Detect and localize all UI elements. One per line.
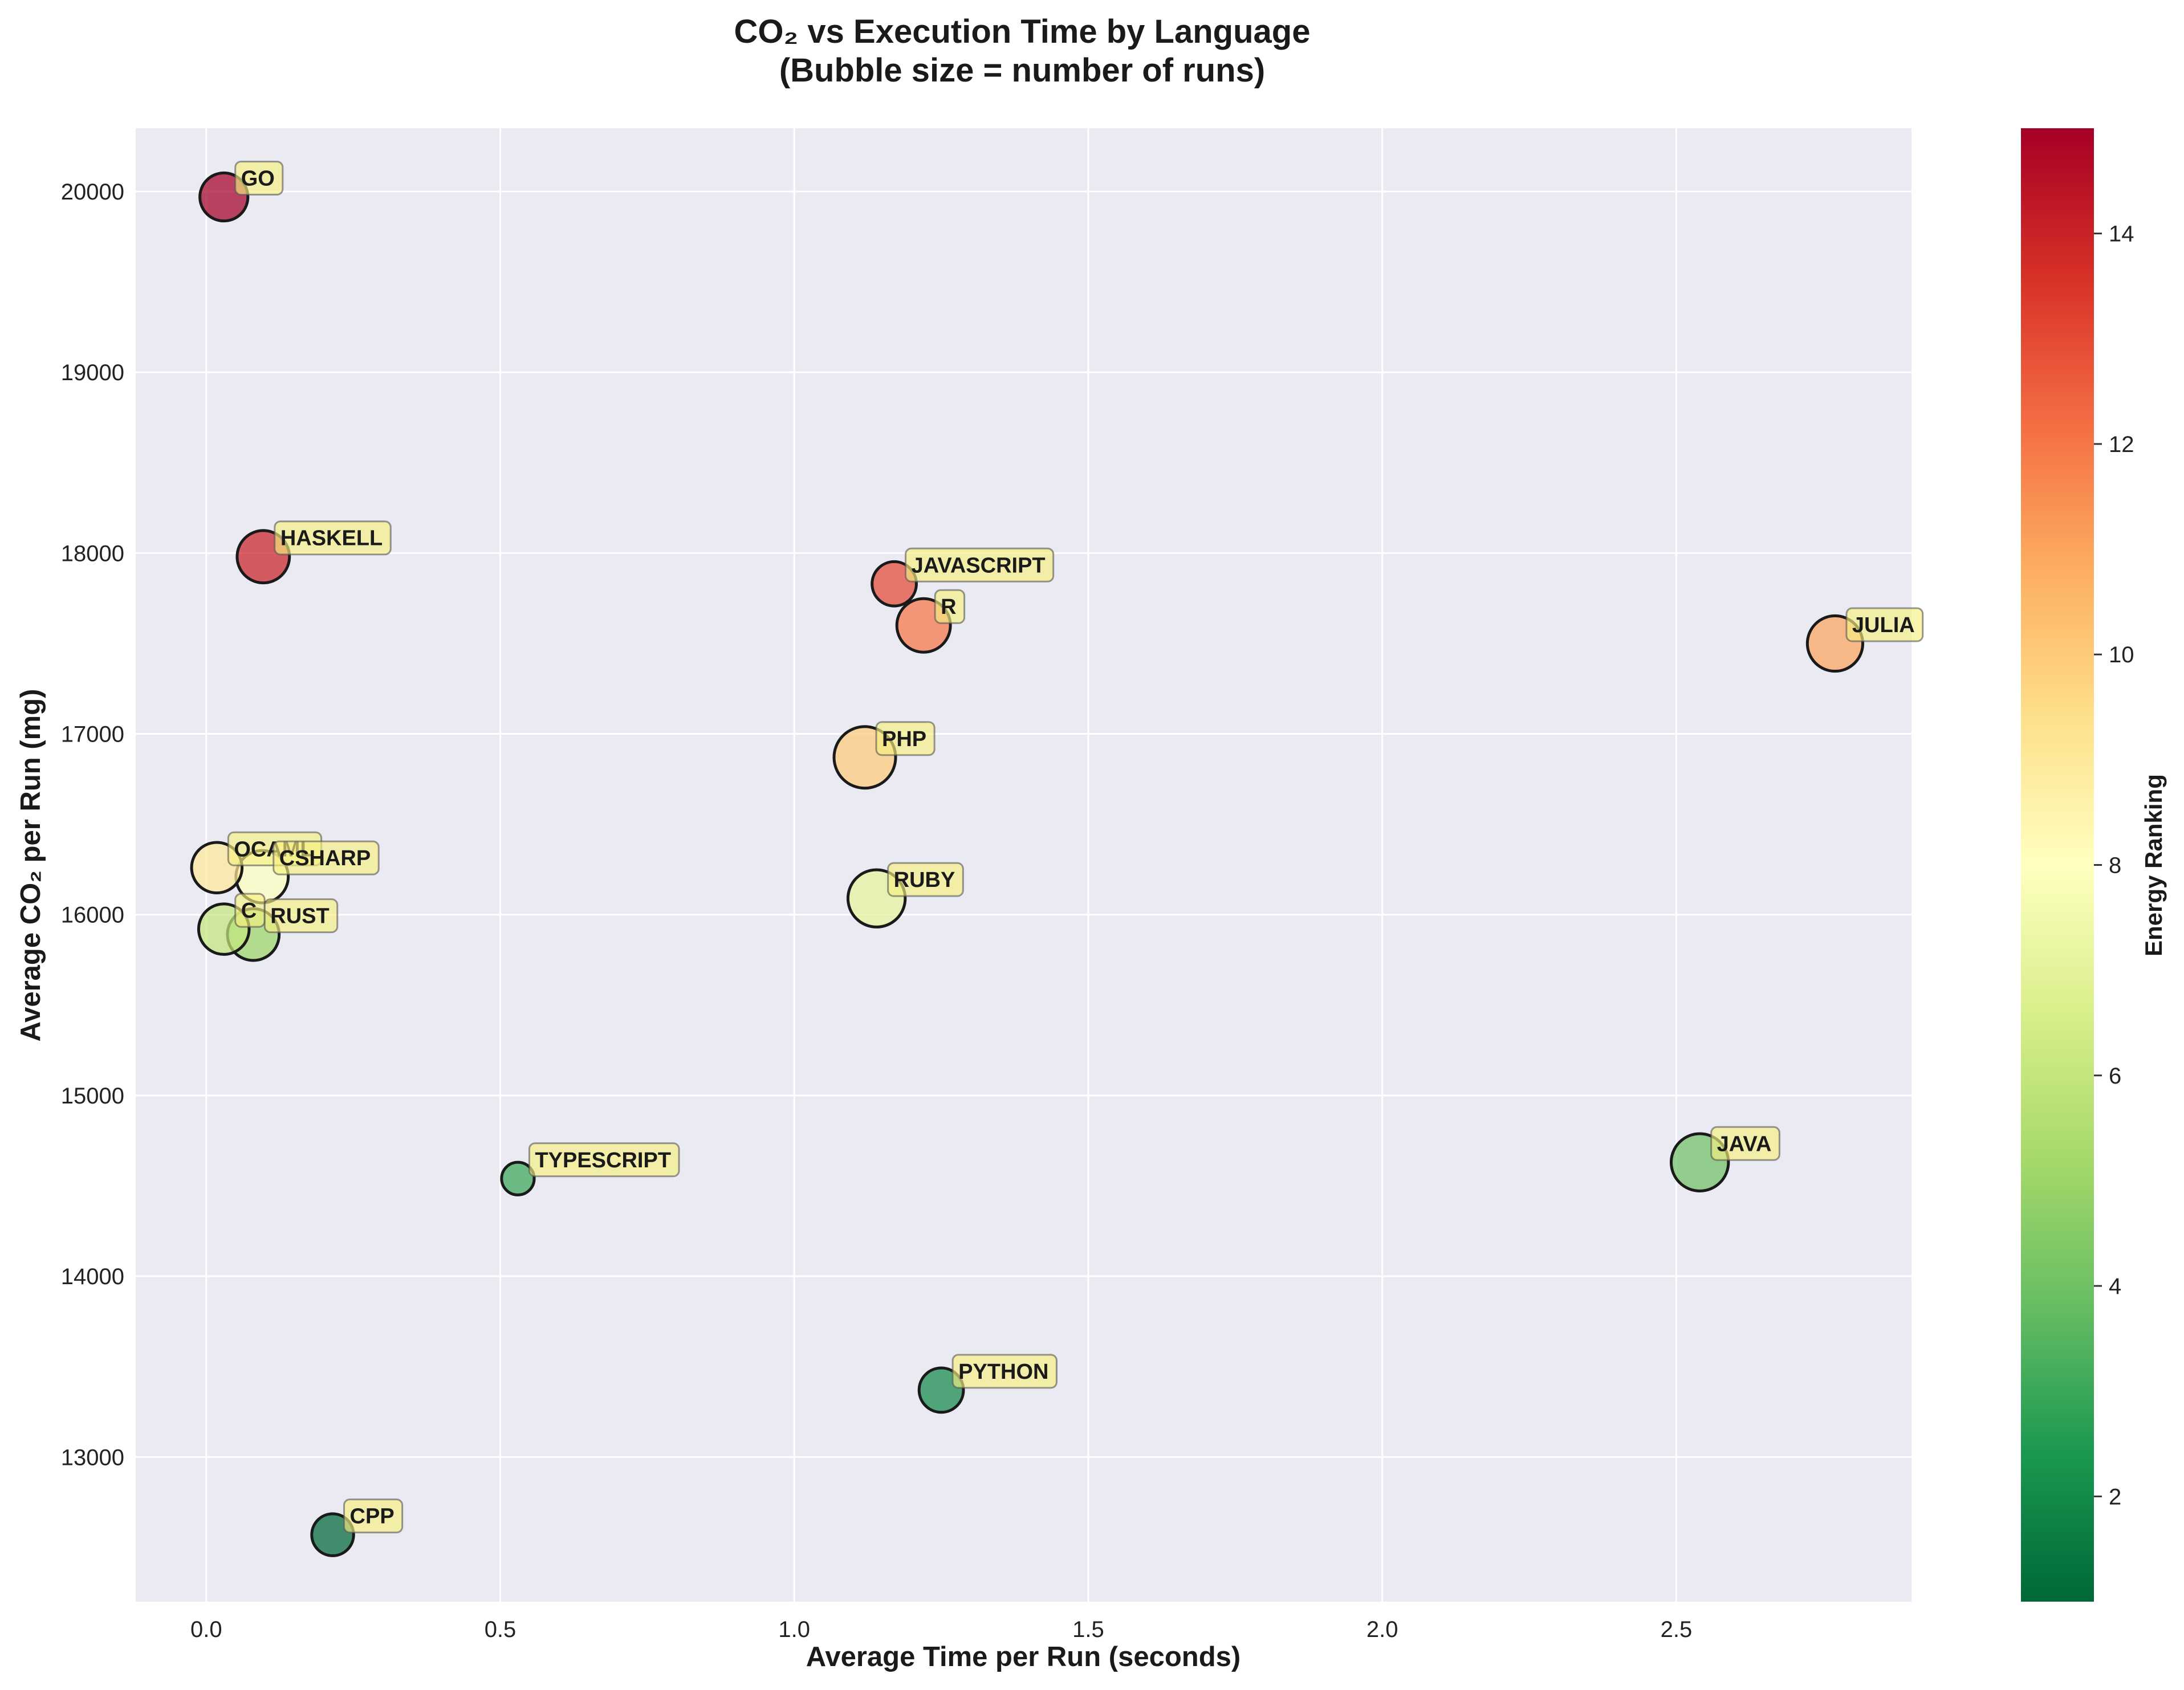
y-tick-label: 20000 xyxy=(61,180,124,205)
point-label-box: JAVASCRIPT xyxy=(905,547,1055,583)
colorbar-ticks: 2 4 6 8 10 12 14 xyxy=(2094,222,2134,1509)
colorbar-tick-label: 4 xyxy=(2109,1274,2121,1299)
point-label-box: PYTHON xyxy=(951,1354,1058,1389)
x-tick-label: 0.0 xyxy=(190,1617,222,1642)
point-label-box: RUBY xyxy=(887,862,964,897)
colorbar-tick-label: 14 xyxy=(2109,222,2134,247)
point-label-box: TYPESCRIPT xyxy=(528,1142,680,1178)
point-label: HASKELL xyxy=(280,527,383,551)
label-background xyxy=(274,520,392,556)
y-tick-label: 17000 xyxy=(61,722,124,747)
point-label: JAVA xyxy=(1717,1132,1772,1156)
label-background xyxy=(263,898,339,934)
point-label-box: R xyxy=(934,589,966,624)
label-background xyxy=(875,721,936,756)
x-axis-label: Average Time per Run (seconds) xyxy=(806,1642,1241,1672)
point-label-box: JULIA xyxy=(1845,607,1924,642)
axis-ticks: 0.0 0.5 1.0 1.5 2.0 2.5 13000 14000 15000 16000 17… xyxy=(61,180,1692,1642)
y-tick-label: 15000 xyxy=(61,1084,124,1109)
colorbar-tick-label: 2 xyxy=(2109,1484,2121,1509)
x-tick-label: 2.0 xyxy=(1366,1617,1398,1642)
point-label: PYTHON xyxy=(958,1360,1048,1384)
x-tick-label: 1.5 xyxy=(1072,1617,1104,1642)
label-background xyxy=(528,1142,680,1178)
point-label-box: JAVA xyxy=(1710,1126,1780,1161)
bubble xyxy=(500,1160,536,1196)
y-tick-label: 19000 xyxy=(61,360,124,385)
point-label: JULIA xyxy=(1852,613,1915,637)
point-label: JAVASCRIPT xyxy=(912,553,1046,577)
label-background xyxy=(905,547,1055,583)
label-background xyxy=(951,1354,1058,1389)
colorbar xyxy=(2021,128,2094,1602)
point-label: C xyxy=(241,899,257,923)
point-label: RUBY xyxy=(894,868,955,892)
chart-title-line2: (Bubble size = number of runs) xyxy=(779,52,1265,89)
point-label: R xyxy=(941,595,956,619)
y-tick-label: 16000 xyxy=(61,903,124,928)
point-label-box: PHP xyxy=(875,721,936,756)
label-background xyxy=(234,161,284,196)
y-axis-label: Average CO₂ per Run (mg) xyxy=(15,689,46,1042)
y-tick-label: 13000 xyxy=(61,1445,124,1470)
label-background xyxy=(343,1498,404,1534)
x-tick-label: 0.5 xyxy=(485,1617,516,1642)
point-label: RUST xyxy=(270,905,329,929)
colorbar-label: Energy Ranking xyxy=(2140,774,2167,956)
data-points xyxy=(190,171,1865,1557)
colorbar-tick-label: 10 xyxy=(2109,642,2134,667)
label-background xyxy=(273,840,380,875)
point-label: CPP xyxy=(350,1505,394,1529)
label-background xyxy=(1845,607,1924,642)
point-label-box: RUST xyxy=(263,898,339,934)
colorbar-tick-label: 6 xyxy=(2109,1064,2121,1089)
colorbar-tick-label: 12 xyxy=(2109,432,2134,457)
point-label: GO xyxy=(241,167,275,191)
x-tick-label: 2.5 xyxy=(1661,1617,1693,1642)
point-labels: GOHASKELLJAVASCRIPTRJULIAPHPOCAMLCSHARPR… xyxy=(227,161,1924,1534)
point-label-box: HASKELL xyxy=(274,520,392,556)
point-label: CSHARP xyxy=(279,846,371,870)
point-label: PHP xyxy=(882,727,926,751)
colorbar-tick-label: 8 xyxy=(2109,853,2121,878)
point-label: TYPESCRIPT xyxy=(535,1149,671,1172)
bubble xyxy=(310,1512,355,1557)
chart-title-line1: CO₂ vs Execution Time by Language xyxy=(734,13,1311,50)
label-background xyxy=(934,589,966,624)
x-tick-label: 1.0 xyxy=(778,1617,810,1642)
label-background xyxy=(1710,1126,1780,1161)
point-label-box: CPP xyxy=(343,1498,404,1534)
point-label-box: C xyxy=(234,893,266,928)
y-tick-label: 18000 xyxy=(61,541,124,566)
label-background xyxy=(887,862,964,897)
grid-lines xyxy=(136,128,1911,1602)
point-label-box: CSHARP xyxy=(273,840,380,875)
point-label-box: GO xyxy=(234,161,284,196)
y-tick-label: 14000 xyxy=(61,1264,124,1289)
